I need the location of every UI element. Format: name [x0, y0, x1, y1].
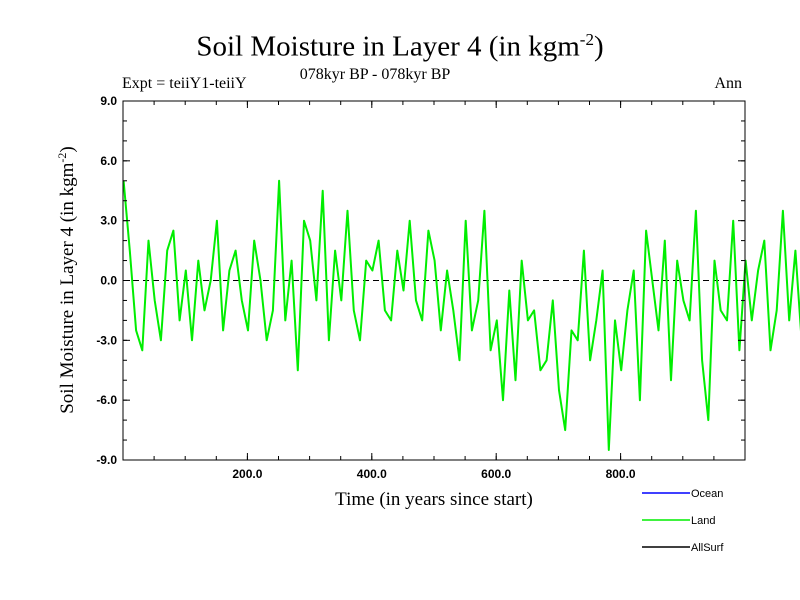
y-axis-label: Soil Moisture in Layer 4 (in kgm-2) [55, 146, 78, 414]
y-tick-label: -6.0 [96, 393, 117, 407]
chart-title: Soil Moisture in Layer 4 (in kgm-2) [196, 30, 604, 63]
y-tick-label: -3.0 [96, 333, 117, 347]
x-axis-label: Time (in years since start) [335, 489, 533, 510]
y-tick-label: 6.0 [100, 154, 117, 168]
y-tick-label: -9.0 [96, 453, 117, 467]
x-tick-label: 400.0 [357, 467, 387, 481]
svg-text:Soil Moisture in Layer 4 (in k: Soil Moisture in Layer 4 (in kgm-2) [55, 146, 78, 414]
legend-label-allsurf: AllSurf [691, 542, 724, 554]
x-tick-label: 600.0 [481, 467, 511, 481]
experiment-label: Expt = teiiY1-teiiY [122, 75, 247, 92]
legend-label-ocean: Ocean [691, 488, 723, 500]
x-tick-label: 800.0 [606, 467, 636, 481]
legend: Ocean Land AllSurf [642, 488, 724, 554]
chart-subtitle: 078kyr BP - 078kyr BP [299, 66, 451, 83]
series-line-land [122, 179, 800, 451]
season-label: Ann [714, 75, 742, 92]
y-tick-label: 9.0 [100, 94, 117, 108]
y-tick-label: 0.0 [100, 274, 117, 288]
y-tick-label: 3.0 [100, 214, 117, 228]
legend-label-land: Land [691, 515, 715, 527]
x-tick-label: 200.0 [232, 467, 262, 481]
